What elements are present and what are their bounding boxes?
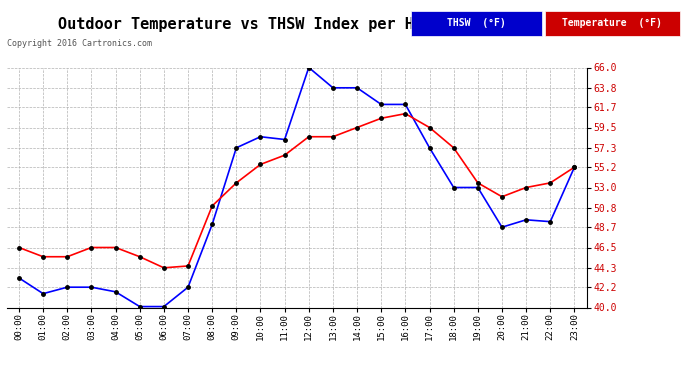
Text: THSW  (°F): THSW (°F) [446, 18, 506, 28]
Text: Temperature  (°F): Temperature (°F) [562, 18, 662, 28]
Text: Copyright 2016 Cartronics.com: Copyright 2016 Cartronics.com [7, 39, 152, 48]
Text: Outdoor Temperature vs THSW Index per Hour (24 Hours)  20160420: Outdoor Temperature vs THSW Index per Ho… [57, 17, 633, 32]
